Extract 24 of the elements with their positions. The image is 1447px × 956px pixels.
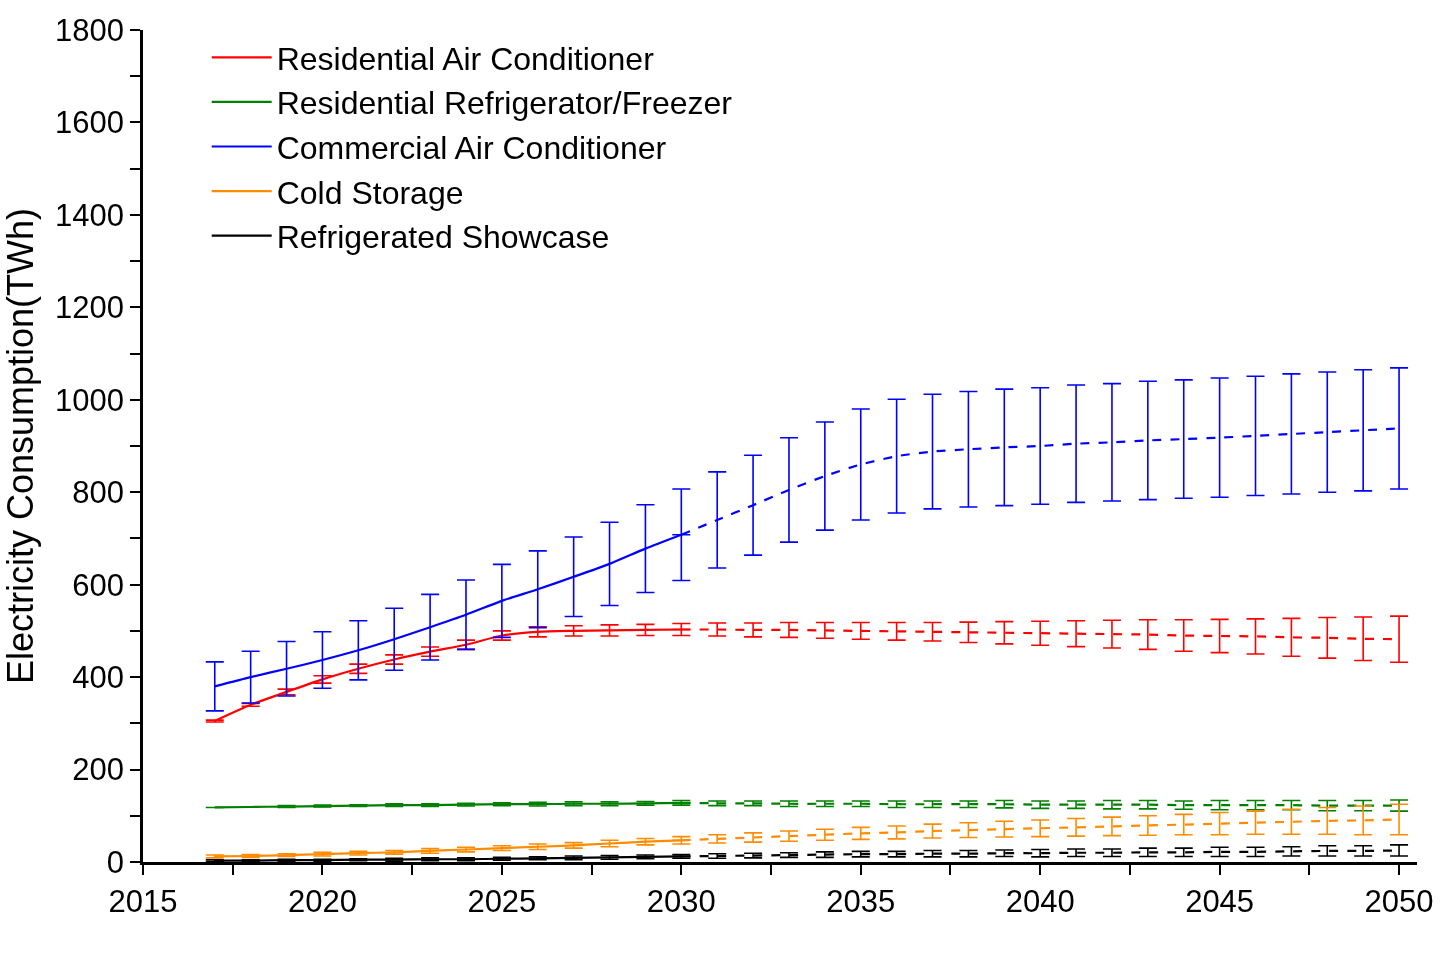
y-tick-label: 0 bbox=[106, 844, 125, 880]
legend-label: Commercial Air Conditioner bbox=[276, 129, 667, 166]
legend-label: Residential Refrigerator/Freezer bbox=[276, 85, 733, 122]
x-tick-label: 2040 bbox=[1005, 883, 1075, 919]
y-tick-label: 1400 bbox=[55, 197, 125, 233]
y-tick-label: 600 bbox=[72, 567, 125, 603]
x-tick-label: 2050 bbox=[1364, 883, 1434, 919]
x-tick-label: 2045 bbox=[1185, 883, 1255, 919]
legend-label: Refrigerated Showcase bbox=[276, 219, 610, 256]
legend-label: Cold Storage bbox=[276, 174, 464, 211]
x-tick-label: 2025 bbox=[467, 883, 537, 919]
x-tick-label: 2035 bbox=[826, 883, 896, 919]
y-tick-label: 400 bbox=[72, 659, 125, 695]
y-tick-label: 200 bbox=[72, 752, 125, 788]
x-tick-label: 2020 bbox=[287, 883, 357, 919]
y-tick-label: 800 bbox=[72, 475, 125, 511]
x-tick-label: 2015 bbox=[108, 883, 178, 919]
y-tick-label: 1200 bbox=[55, 290, 125, 326]
x-tick-label: 2030 bbox=[646, 883, 716, 919]
y-axis-title: Electricity Consumption(TWh) bbox=[0, 207, 41, 685]
y-tick-label: 1600 bbox=[55, 105, 125, 141]
y-tick-label: 1800 bbox=[55, 12, 125, 48]
y-tick-label: 1000 bbox=[55, 382, 125, 418]
legend-label: Residential Air Conditioner bbox=[276, 40, 655, 77]
